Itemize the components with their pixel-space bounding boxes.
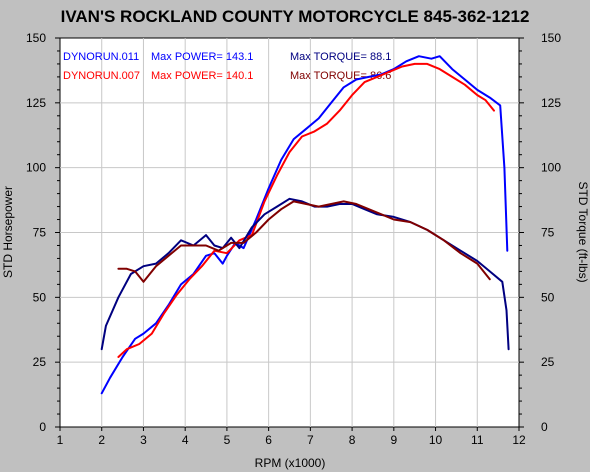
legend-run-011: DYNORUN.011 — [63, 51, 139, 63]
y-tick-label-right: 150 — [541, 31, 561, 45]
y-tick-label-right: 50 — [541, 290, 555, 304]
series-lines — [100, 55, 510, 395]
legend-power-011: Max POWER= 143.1 — [151, 51, 253, 63]
x-tick-label: 2 — [98, 433, 105, 447]
legend-torque-011: Max TORQUE= 88.1 — [290, 51, 391, 63]
y-tick-label-right: 75 — [541, 226, 555, 240]
y-tick-label-left: 50 — [33, 290, 47, 304]
y-tick-label-left: 75 — [33, 226, 47, 240]
x-tick-label: 11 — [471, 433, 484, 447]
y-tick-label-left: 100 — [26, 161, 46, 175]
x-tick-label: 4 — [182, 433, 189, 447]
x-tick-label: 7 — [307, 433, 314, 447]
chart-title: IVAN'S ROCKLAND COUNTY MOTORCYCLE 845-36… — [61, 7, 530, 26]
x-tick-label: 8 — [349, 433, 356, 447]
x-tick-label: 6 — [265, 433, 272, 447]
y-tick-label-left: 0 — [39, 420, 46, 434]
grid — [60, 38, 519, 427]
y-tick-label-right: 25 — [541, 355, 555, 369]
y-tick-label-right: 100 — [541, 161, 561, 175]
legend-torque-007: Max TORQUE= 86.6 — [290, 70, 391, 82]
legend-run-007: DYNORUN.007 — [63, 70, 140, 82]
y-tick-label-left: 25 — [33, 355, 47, 369]
x-axis-label: RPM (x1000) — [255, 456, 326, 470]
series-line-tq007 — [117, 200, 491, 283]
y-tick-label-right: 125 — [541, 96, 561, 110]
y-axis-label-left: STD Horsepower — [1, 186, 15, 278]
y-axis-label-right: STD Torque (ft-lbs) — [576, 181, 590, 282]
x-tick-label: 9 — [390, 433, 397, 447]
legend: DYNORUN.011 Max POWER= 143.1 Max TORQUE=… — [63, 51, 391, 82]
x-tick-label: 3 — [140, 433, 147, 447]
series-line-hp007 — [117, 62, 495, 358]
x-tick-label: 5 — [224, 433, 231, 447]
y-tick-label-left: 150 — [26, 31, 46, 45]
x-tick-label: 1 — [57, 433, 64, 447]
y-tick-label-left: 125 — [26, 96, 46, 110]
series-line-hp011 — [100, 55, 509, 395]
x-tick-label: 10 — [429, 433, 443, 447]
y-tick-label-right: 0 — [541, 420, 548, 434]
legend-power-007: Max POWER= 140.1 — [151, 70, 253, 82]
x-tick-label: 12 — [512, 433, 526, 447]
